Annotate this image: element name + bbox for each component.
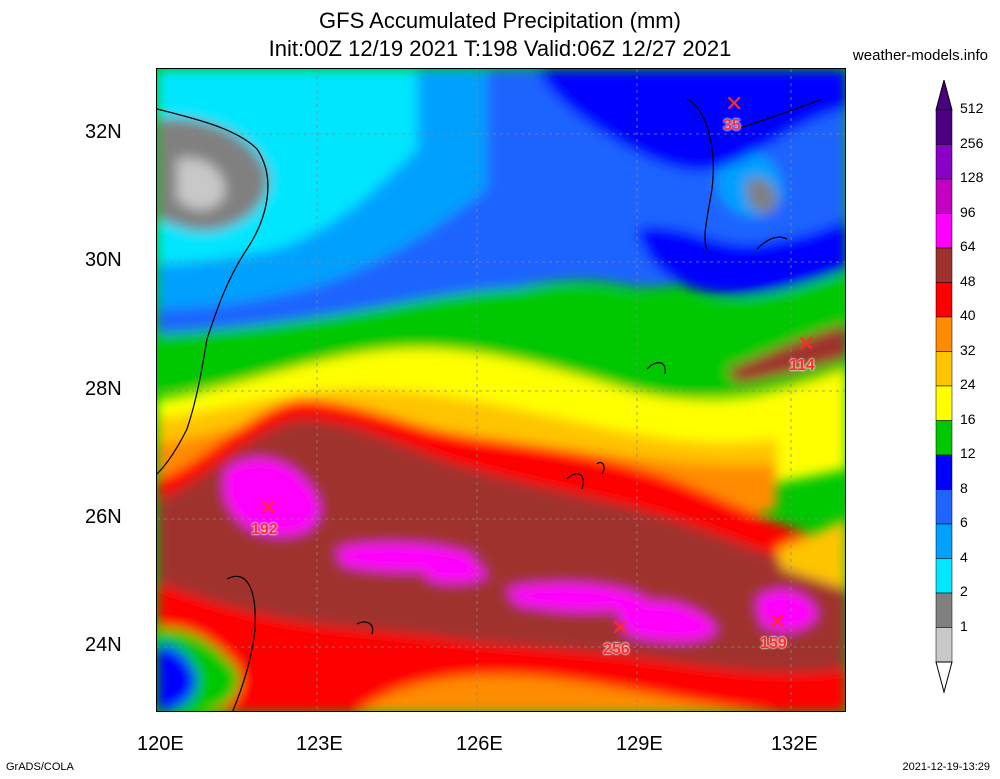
precip-field <box>157 69 845 711</box>
marker-value: 35 <box>723 117 741 134</box>
max-marker: ✕ 192 <box>251 495 278 539</box>
lon-label: 129E <box>616 733 663 755</box>
max-marker: ✕ 114 <box>789 331 816 375</box>
colorbar-segment <box>935 420 953 456</box>
colorbar-tick-label: 32 <box>960 341 976 358</box>
colorbar-segment <box>935 351 953 387</box>
marker-x-icon: ✕ <box>259 495 278 520</box>
site-credit: weather-models.info <box>852 47 988 64</box>
max-marker: ✕ 256 <box>603 615 630 659</box>
colorbar-tick-label: 48 <box>960 272 976 289</box>
colorbar-segment <box>935 109 953 145</box>
colorbar-segment <box>935 454 953 490</box>
marker-value: 256 <box>603 641 630 658</box>
lat-label: 32N <box>85 121 122 143</box>
colorbar-segment <box>935 282 953 318</box>
colorbar-tick-label: 64 <box>960 238 976 254</box>
colorbar-segment <box>935 316 953 352</box>
marker-x-icon: ✕ <box>768 609 787 634</box>
max-marker: ✕ 35 <box>723 91 744 135</box>
max-marker: ✕ 159 <box>760 609 787 653</box>
lon-label: 120E <box>137 733 184 755</box>
lat-label: 28N <box>85 378 122 400</box>
colorbar-segment <box>935 247 953 283</box>
colorbar-tick-label: 4 <box>960 548 968 565</box>
footer-right: 2021-12-19-13:29 <box>902 761 990 773</box>
colorbar-segment <box>935 213 953 249</box>
colorbar-segment <box>935 489 953 525</box>
colorbar-segment <box>935 178 953 214</box>
colorbar-tick-label: 40 <box>960 307 976 323</box>
colorbar-top-arrow <box>935 80 953 111</box>
marker-x-icon: ✕ <box>797 331 816 356</box>
map-title: GFS Accumulated Precipitation (mm) <box>319 8 681 33</box>
colorbar-tick-label: 16 <box>960 410 976 427</box>
colorbar-tick-label: 24 <box>960 376 976 392</box>
colorbar-bottom-arrow <box>935 661 953 694</box>
colorbar-tick-label: 2 <box>960 583 968 599</box>
colorbar-tick-label: 6 <box>960 514 968 530</box>
lon-label: 132E <box>771 733 818 755</box>
colorbar-segment <box>935 523 953 559</box>
marker-value: 192 <box>251 521 278 538</box>
lat-label: 30N <box>85 249 122 271</box>
colorbar-tick-label: 8 <box>960 479 968 496</box>
map-subtitle: Init:00Z 12/19 2021 T:198 Valid:06Z 12/2… <box>268 36 732 61</box>
colorbar-segment <box>935 627 953 663</box>
colorbar-tick-label: 128 <box>960 169 984 185</box>
marker-x-icon: ✕ <box>611 615 630 640</box>
colorbar-tick-label: 512 <box>960 100 984 116</box>
colorbar-tick-label: 12 <box>960 445 976 461</box>
colorbar <box>935 80 953 694</box>
colorbar-tick-label: 1 <box>960 617 968 634</box>
colorbar-tick-label: 256 <box>960 134 984 151</box>
colorbar-segment <box>935 385 953 421</box>
marker-value: 159 <box>760 635 787 652</box>
lon-label: 126E <box>456 733 503 755</box>
marker-x-icon: ✕ <box>725 91 744 116</box>
colorbar-segment <box>935 558 953 594</box>
colorbar-segment <box>935 592 953 628</box>
colorbar-segment <box>935 144 953 180</box>
lat-label: 26N <box>85 506 122 528</box>
footer-left: GrADS/COLA <box>6 761 74 773</box>
precipitation-map: ✕ 35 ✕ 114 ✕ 192 ✕ 256 ✕ 159 <box>156 68 846 712</box>
marker-value: 114 <box>789 357 815 374</box>
lon-label: 123E <box>296 733 343 755</box>
lat-label: 24N <box>85 634 122 656</box>
colorbar-tick-label: 96 <box>960 203 976 220</box>
